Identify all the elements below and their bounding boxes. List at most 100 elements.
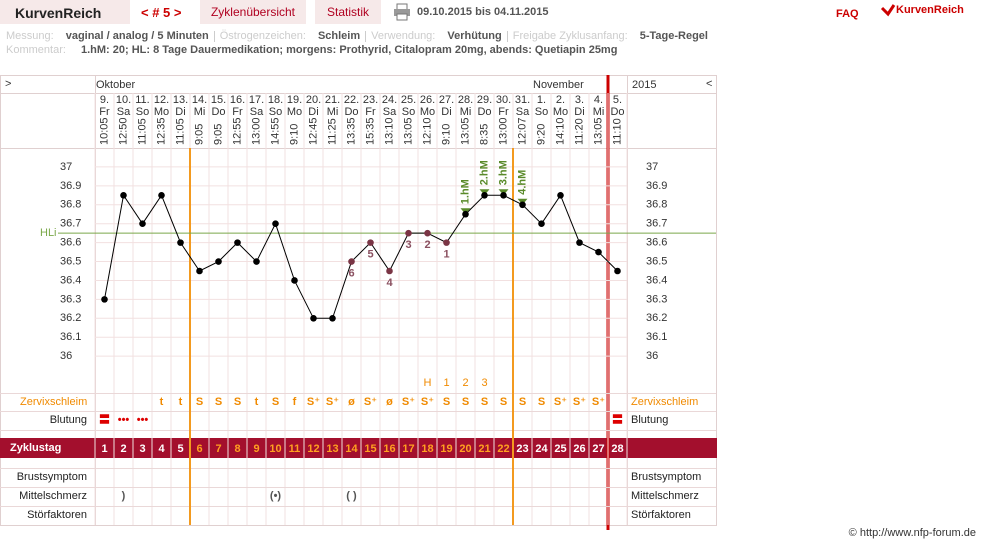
cycle-day: 11 xyxy=(289,443,301,455)
time: 12:35 xyxy=(155,117,167,145)
cycle-day: 14 xyxy=(345,443,358,455)
temperature-point xyxy=(424,229,431,237)
temperature-point xyxy=(595,248,602,256)
row-symbol: S xyxy=(234,396,241,408)
time: 14:10 xyxy=(554,117,566,145)
temperature-point xyxy=(310,315,317,322)
low-label: 1 xyxy=(443,249,449,261)
y-tick-label: 36.9 xyxy=(646,180,667,192)
day-number: 2. xyxy=(556,94,565,106)
date-range: 09.10.2015 bis 04.11.2015 xyxy=(417,6,549,18)
tab[interactable]: Zyklenübersicht xyxy=(200,0,306,24)
temperature-point xyxy=(576,239,583,246)
y-tick-label: 36.3 xyxy=(646,293,667,305)
row-symbol: S xyxy=(538,396,545,408)
y-tick-label: 36.4 xyxy=(60,274,81,286)
brand[interactable]: KurvenReich xyxy=(896,4,964,16)
temperature-point xyxy=(177,239,184,246)
day-number: 11. xyxy=(135,94,149,106)
row-label: Störfaktoren xyxy=(27,509,87,521)
peak-label: 1 xyxy=(443,377,449,389)
row-label: Brustsymptom xyxy=(631,471,701,483)
peak-label: 3 xyxy=(481,377,487,389)
cycle-nav[interactable]: < # 5 > xyxy=(141,5,182,20)
time: 12:55 xyxy=(231,117,243,145)
time: 11:10 xyxy=(611,118,623,145)
field-value: Schleim xyxy=(317,30,361,42)
temperature-point xyxy=(481,192,488,199)
cover-line-label: HLi xyxy=(40,227,57,239)
time: 11:20 xyxy=(573,118,585,145)
row-symbol: t xyxy=(160,396,164,408)
cycle-day: 28 xyxy=(611,443,623,455)
temperature-point xyxy=(196,267,203,275)
temperature-point xyxy=(101,296,108,303)
cycle-day: 6 xyxy=(196,443,202,455)
row-symbol: ø xyxy=(348,396,355,408)
nav-next[interactable]: < xyxy=(706,78,712,90)
weekday: Mi xyxy=(460,106,472,118)
day-number: 22. xyxy=(344,94,359,106)
comment-line: Kommentar: 1.hM: 20; HL: 8 Tage Dauermed… xyxy=(6,44,617,56)
day-number: 13. xyxy=(173,94,188,106)
temperature-point xyxy=(405,229,412,237)
weekday: Mi xyxy=(593,106,605,118)
nav-prev[interactable]: > xyxy=(5,78,11,90)
cycle-day: 4 xyxy=(158,443,165,455)
time: 13:00 xyxy=(250,117,262,145)
y-tick-label: 37 xyxy=(646,161,658,173)
day-number: 26. xyxy=(420,94,435,106)
day-number: 14. xyxy=(192,94,207,106)
low-label: 4 xyxy=(386,277,393,289)
time: 13:10 xyxy=(383,117,395,145)
faq-link[interactable]: FAQ xyxy=(836,8,859,20)
row-symbol: S xyxy=(196,396,203,408)
weekday: Do xyxy=(211,106,225,118)
high-label: 1.hM xyxy=(459,179,471,204)
day-number: 15. xyxy=(211,94,226,106)
day-number: 4. xyxy=(594,94,603,106)
temperature-point xyxy=(234,239,241,246)
y-tick-label: 36.3 xyxy=(60,293,81,305)
cycle-day: 2 xyxy=(120,443,126,455)
weekday: So xyxy=(535,106,548,118)
y-tick-label: 36.2 xyxy=(646,312,667,324)
cycle-day: 26 xyxy=(573,443,585,455)
time: 9:05 xyxy=(212,124,224,145)
print-icon[interactable] xyxy=(393,3,411,21)
y-tick-label: 36.6 xyxy=(646,237,667,249)
tab[interactable]: Statistik xyxy=(315,0,381,24)
temperature-point xyxy=(614,267,621,275)
row-label: Zervixschleim xyxy=(20,396,87,408)
field-label: Verwendung: xyxy=(371,30,436,42)
high-label: 3.hM xyxy=(497,160,509,185)
y-tick-label: 36.6 xyxy=(60,237,81,249)
weekday: Di xyxy=(175,106,185,118)
day-number: 20. xyxy=(306,94,321,106)
y-tick-label: 36.1 xyxy=(646,331,667,343)
day-number: 12. xyxy=(154,94,169,106)
cycle-day: 27 xyxy=(592,443,604,455)
cycle-day: 19 xyxy=(440,443,452,455)
y-tick-label: 36.5 xyxy=(60,255,81,267)
time: 15:35 xyxy=(364,117,376,145)
cycle-day: 22 xyxy=(497,443,509,455)
day-number: 29. xyxy=(477,94,492,106)
weekday: Do xyxy=(477,106,491,118)
temperature-point xyxy=(386,267,393,275)
row-symbol: S xyxy=(215,396,222,408)
time: 13:05 xyxy=(592,117,604,145)
month-label: Oktober xyxy=(96,79,135,91)
weekday: So xyxy=(136,106,149,118)
cycle-day: 23 xyxy=(516,443,528,455)
cycle-day: 12 xyxy=(307,443,319,455)
weekday: Mi xyxy=(327,106,339,118)
weekday: Mo xyxy=(420,106,435,118)
low-label: 3 xyxy=(405,239,411,251)
high-label: 2.hM xyxy=(478,160,490,185)
temperature-point xyxy=(253,258,260,265)
cycle-day: 9 xyxy=(253,443,259,455)
logo: KurvenReich xyxy=(15,5,102,21)
time: 9:20 xyxy=(535,124,547,145)
